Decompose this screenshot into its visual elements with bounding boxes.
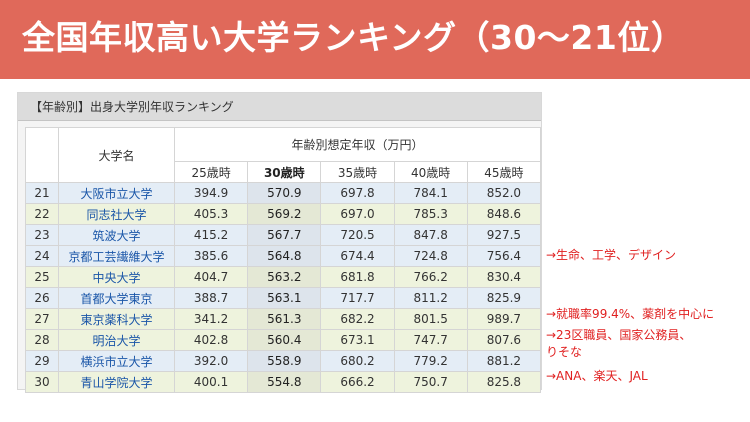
salary-45-cell: 825.9 — [466, 287, 542, 309]
salary-25-cell: 402.8 — [173, 329, 249, 351]
salary-30-cell: 564.8 — [247, 245, 322, 267]
age-group-header: 年齢別想定年収（万円） — [174, 127, 541, 162]
salary-30-cell: 570.9 — [247, 182, 322, 204]
panel-title: 【年齢別】出身大学別年収ランキング — [30, 100, 234, 114]
note-row-24: →生命、工学、デザイン — [546, 248, 677, 262]
salary-35-cell: 673.1 — [320, 329, 395, 351]
salary-40-cell: 750.7 — [393, 371, 468, 393]
salary-40-cell: 811.2 — [393, 287, 468, 309]
salary-25-cell: 392.0 — [173, 350, 249, 372]
salary-25-cell: 400.1 — [173, 371, 249, 393]
salary-30-cell: 560.4 — [247, 329, 322, 351]
university-name-link[interactable]: 東京薬科大学 — [58, 308, 175, 330]
table-row: 21 大阪市立大学 394.9 570.9 697.8 784.1 852.0 — [24, 182, 542, 204]
university-column-header: 大学名 — [58, 127, 175, 183]
rank-cell: 25 — [24, 266, 60, 288]
salary-45-cell: 852.0 — [466, 182, 542, 204]
university-name-link[interactable]: 京都工芸繊維大学 — [58, 245, 175, 267]
rank-cell: 21 — [24, 182, 60, 204]
table-row: 22 同志社大学 405.3 569.2 697.0 785.3 848.6 — [24, 203, 542, 225]
salary-25-cell: 388.7 — [173, 287, 249, 309]
table-row: 24 京都工芸繊維大学 385.6 564.8 674.4 724.8 756.… — [24, 245, 542, 267]
note-row-30: →ANA、楽天、JAL — [546, 369, 648, 383]
table-row: 30 青山学院大学 400.1 554.8 666.2 750.7 825.8 — [24, 371, 542, 393]
salary-45-cell: 881.2 — [466, 350, 542, 372]
rank-cell: 26 — [24, 287, 60, 309]
salary-45-cell: 848.6 — [466, 203, 542, 225]
university-name-link[interactable]: 明治大学 — [58, 329, 175, 351]
table-row: 29 横浜市立大学 392.0 558.9 680.2 779.2 881.2 — [24, 350, 542, 372]
salary-45-cell: 807.6 — [466, 329, 542, 351]
university-name-link[interactable]: 横浜市立大学 — [58, 350, 175, 372]
note-row-27: →就職率99.4%、薬剤を中心に — [546, 307, 715, 321]
title-banner: 全国年収高い大学ランキング（30〜21位） — [0, 0, 750, 79]
table-row: 27 東京薬科大学 341.2 561.3 682.2 801.5 989.7 — [24, 308, 542, 330]
rank-cell: 23 — [24, 224, 60, 246]
salary-35-cell: 697.8 — [320, 182, 395, 204]
salary-35-cell: 697.0 — [320, 203, 395, 225]
rank-cell: 29 — [24, 350, 60, 372]
rank-cell: 28 — [24, 329, 60, 351]
age-40-header: 40歳時 — [393, 161, 468, 183]
salary-25-cell: 394.9 — [173, 182, 249, 204]
salary-35-cell: 681.8 — [320, 266, 395, 288]
salary-25-cell: 385.6 — [173, 245, 249, 267]
university-name-link[interactable]: 大阪市立大学 — [58, 182, 175, 204]
university-name-link[interactable]: 首都大学東京 — [58, 287, 175, 309]
university-name-link[interactable]: 青山学院大学 — [58, 371, 175, 393]
university-name-link[interactable]: 同志社大学 — [58, 203, 175, 225]
salary-30-cell: 563.2 — [247, 266, 322, 288]
table-row: 26 首都大学東京 388.7 563.1 717.7 811.2 825.9 — [24, 287, 542, 309]
salary-30-cell: 569.2 — [247, 203, 322, 225]
university-name-link[interactable]: 筑波大学 — [58, 224, 175, 246]
salary-40-cell: 779.2 — [393, 350, 468, 372]
salary-45-cell: 989.7 — [466, 308, 542, 330]
salary-30-cell: 567.7 — [247, 224, 322, 246]
rank-cell: 24 — [24, 245, 60, 267]
salary-45-cell: 825.8 — [466, 371, 542, 393]
salary-25-cell: 415.2 — [173, 224, 249, 246]
salary-35-cell: 682.2 — [320, 308, 395, 330]
salary-40-cell: 747.7 — [393, 329, 468, 351]
salary-35-cell: 717.7 — [320, 287, 395, 309]
salary-30-cell: 554.8 — [247, 371, 322, 393]
rank-cell: 22 — [24, 203, 60, 225]
rank-cell: 27 — [24, 308, 60, 330]
salary-45-cell: 830.4 — [466, 266, 542, 288]
table-row: 28 明治大学 402.8 560.4 673.1 747.7 807.6 — [24, 329, 542, 351]
note-row-28-line2: りそな — [546, 345, 583, 359]
salary-40-cell: 784.1 — [393, 182, 468, 204]
salary-40-cell: 724.8 — [393, 245, 468, 267]
age-35-header: 35歳時 — [320, 161, 395, 183]
salary-40-cell: 847.8 — [393, 224, 468, 246]
salary-35-cell: 720.5 — [320, 224, 395, 246]
table-row: 23 筑波大学 415.2 567.7 720.5 847.8 927.5 — [24, 224, 542, 246]
table-row: 25 中央大学 404.7 563.2 681.8 766.2 830.4 — [24, 266, 542, 288]
age-45-header: 45歳時 — [466, 161, 542, 183]
salary-25-cell: 341.2 — [173, 308, 249, 330]
note-row-28-line1: →23区職員、国家公務員、 — [546, 328, 692, 342]
rank-column-header — [24, 127, 60, 183]
salary-35-cell: 674.4 — [320, 245, 395, 267]
ranking-table: 大学名 年齢別想定年収（万円） 25歳時 30歳時 35歳時 40歳時 45歳時… — [24, 127, 542, 393]
salary-35-cell: 680.2 — [320, 350, 395, 372]
rank-cell: 30 — [24, 371, 60, 393]
age-25-header: 25歳時 — [173, 161, 249, 183]
salary-35-cell: 666.2 — [320, 371, 395, 393]
salary-25-cell: 404.7 — [173, 266, 249, 288]
salary-30-cell: 561.3 — [247, 308, 322, 330]
panel-header: 【年齢別】出身大学別年収ランキング — [18, 93, 541, 121]
salary-30-cell: 563.1 — [247, 287, 322, 309]
salary-25-cell: 405.3 — [173, 203, 249, 225]
salary-40-cell: 785.3 — [393, 203, 468, 225]
salary-45-cell: 756.4 — [466, 245, 542, 267]
salary-40-cell: 801.5 — [393, 308, 468, 330]
salary-40-cell: 766.2 — [393, 266, 468, 288]
age-30-header: 30歳時 — [247, 161, 322, 183]
salary-45-cell: 927.5 — [466, 224, 542, 246]
salary-30-cell: 558.9 — [247, 350, 322, 372]
ranking-panel: 【年齢別】出身大学別年収ランキング 大学名 年齢別想定年収（万円） 25歳時 3… — [17, 92, 542, 393]
university-name-link[interactable]: 中央大学 — [58, 266, 175, 288]
page-title: 全国年収高い大学ランキング（30〜21位） — [22, 18, 685, 57]
